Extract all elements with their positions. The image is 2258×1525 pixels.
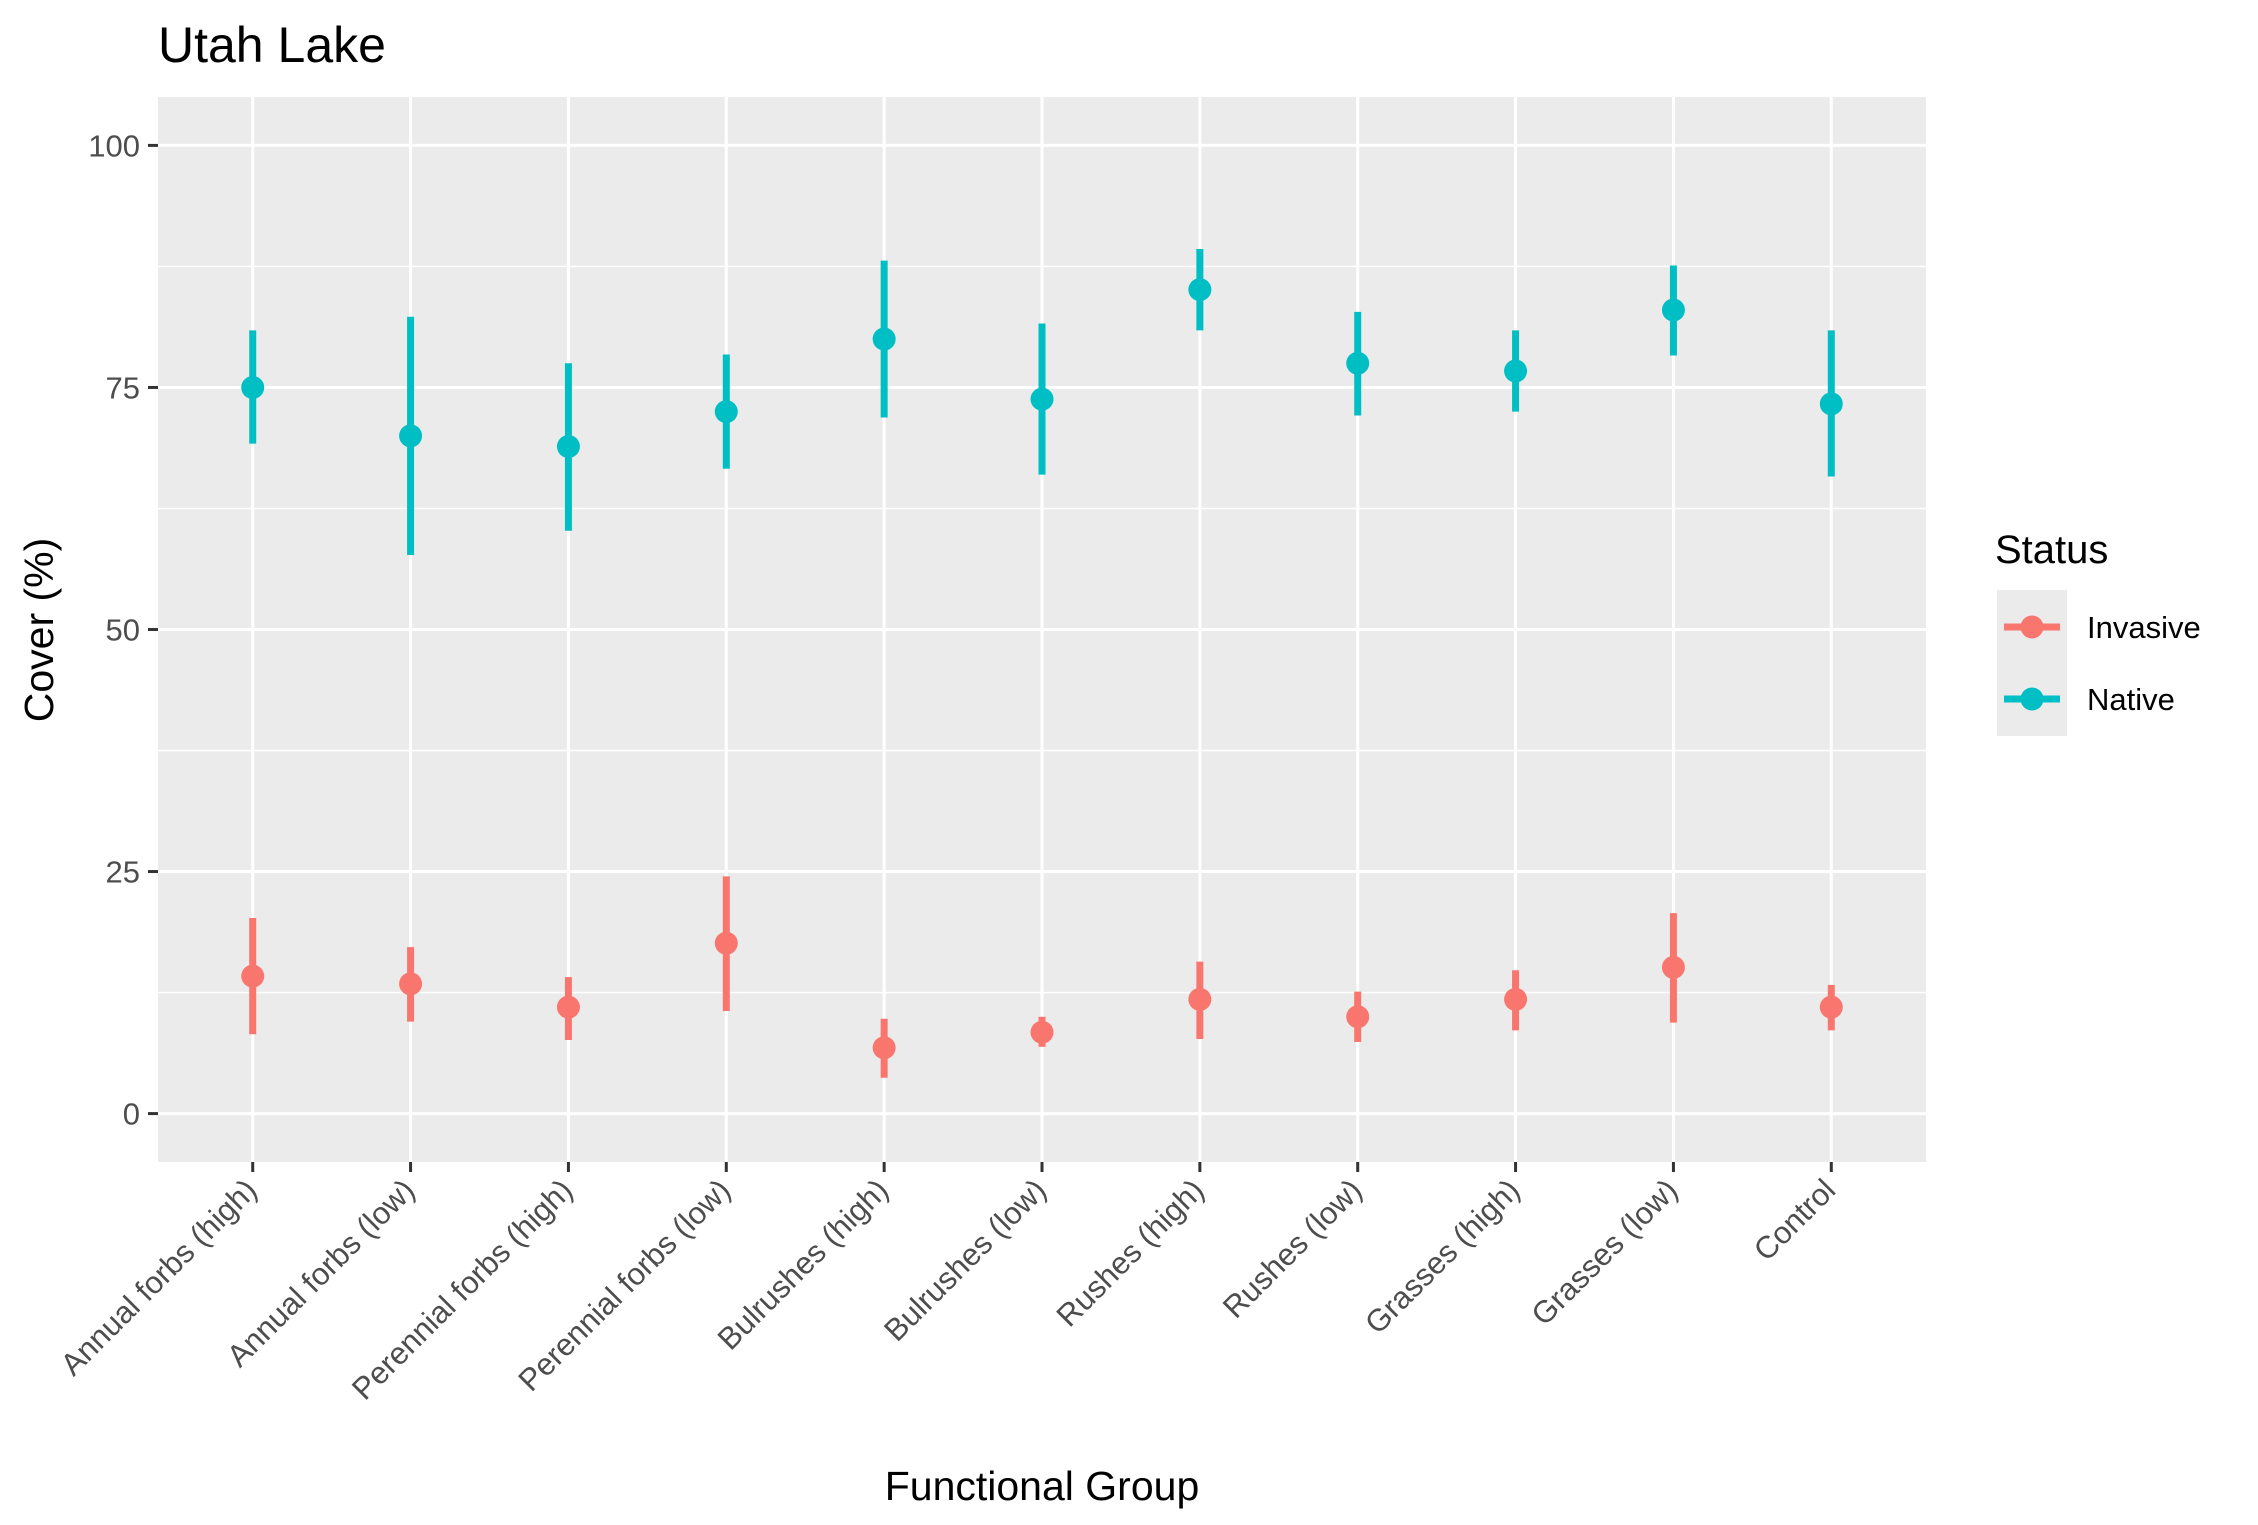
series-native <box>241 249 1843 555</box>
invasive-point <box>1661 955 1685 979</box>
invasive-point <box>1819 995 1843 1019</box>
invasive-point <box>1346 1005 1370 1029</box>
invasive-point <box>1504 987 1528 1011</box>
y-tick-label: 100 <box>88 128 140 163</box>
legend-label: Invasive <box>2087 610 2201 645</box>
x-tick-label: Grasses (low) <box>1524 1172 1684 1332</box>
native-point <box>1661 298 1685 322</box>
native-point <box>872 327 896 351</box>
chart-marks <box>241 249 1843 1078</box>
x-tick-label: Control <box>1747 1172 1842 1267</box>
legend-label: Native <box>2087 682 2175 717</box>
y-tick-label: 75 <box>106 370 140 405</box>
invasive-point <box>872 1036 896 1060</box>
chart-title: Utah Lake <box>158 17 386 73</box>
invasive-point <box>556 995 580 1019</box>
legend-key-point <box>2020 687 2044 711</box>
invasive-point <box>714 931 738 955</box>
series-invasive <box>241 876 1843 1078</box>
x-tick-label: Rushes (high) <box>1050 1172 1211 1333</box>
legend-key-point <box>2020 615 2044 639</box>
y-axis: 0 25 50 75 100 <box>88 128 158 1132</box>
legend-title: Status <box>1995 528 2108 572</box>
x-tick-label: Rushes (low) <box>1216 1172 1369 1325</box>
legend-key-background <box>1997 590 2067 736</box>
y-axis-title: Cover (%) <box>16 538 62 723</box>
x-tick-label: Bulrushes (low) <box>877 1172 1053 1348</box>
native-point <box>1030 387 1054 411</box>
invasive-point <box>1030 1020 1054 1044</box>
native-point <box>399 424 423 448</box>
native-point <box>556 435 580 459</box>
invasive-point <box>241 964 265 988</box>
x-axis-title: Functional Group <box>885 1463 1200 1509</box>
y-tick-label: 0 <box>123 1097 140 1132</box>
native-point <box>1819 392 1843 416</box>
y-tick-label: 50 <box>106 613 140 648</box>
x-tick-label: Grasses (high) <box>1358 1172 1527 1341</box>
y-tick-label: 25 <box>106 855 140 890</box>
legend: Status Invasive Native <box>1995 528 2201 736</box>
native-point <box>1346 351 1370 375</box>
x-tick-label: Bulrushes (high) <box>711 1172 895 1356</box>
invasive-point <box>399 972 423 996</box>
native-point <box>1188 278 1212 302</box>
native-point <box>1504 359 1528 383</box>
native-point <box>714 400 738 424</box>
native-point <box>241 375 265 399</box>
x-axis: Annual forbs (high)Annual forbs (low)Per… <box>54 1162 1842 1407</box>
invasive-point <box>1188 987 1212 1011</box>
